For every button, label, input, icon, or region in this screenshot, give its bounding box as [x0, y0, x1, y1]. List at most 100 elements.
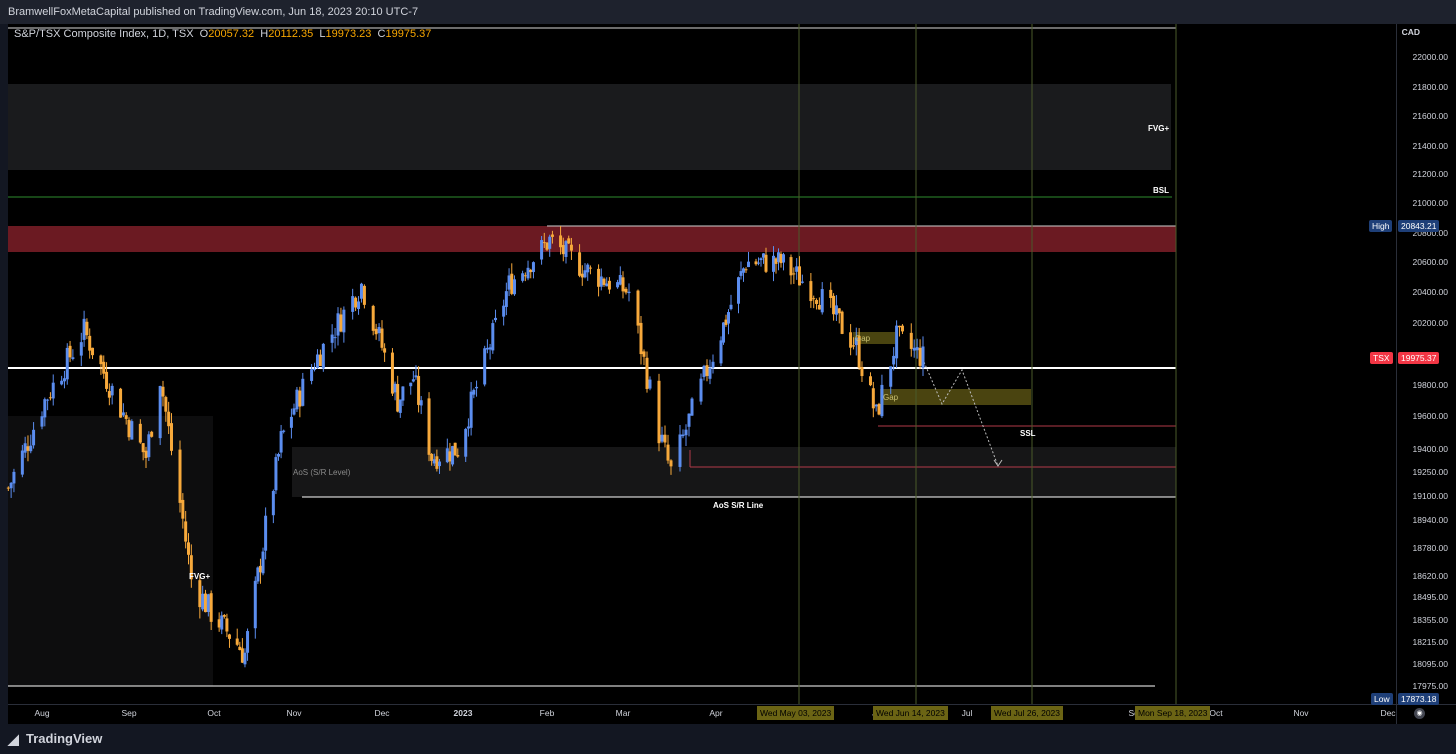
price-tick-label: 22000.00 — [1412, 52, 1448, 62]
price-tick-label: 20800.00 — [1412, 228, 1448, 238]
projection-path — [923, 361, 999, 467]
candle-body — [708, 367, 712, 379]
candle-body — [238, 646, 242, 651]
candle-body — [494, 317, 498, 321]
candle-body — [754, 261, 758, 265]
candle-body — [393, 383, 397, 393]
candle-body — [48, 397, 52, 399]
candle-body — [105, 371, 109, 389]
low-value-badge: 17873.18 — [1398, 693, 1440, 705]
candle-body — [26, 446, 30, 451]
candle-body — [874, 404, 878, 407]
candle-body — [448, 451, 452, 462]
legend-open: 20057.32 — [208, 28, 255, 40]
price-axis[interactable] — [1396, 24, 1456, 704]
candle-body — [398, 399, 402, 413]
candle-body — [380, 328, 384, 348]
candle-body — [690, 398, 694, 416]
candle-body — [512, 279, 516, 295]
price-tick-label: 20200.00 — [1412, 318, 1448, 328]
candle-body — [702, 365, 706, 378]
price-tick-label: 21400.00 — [1412, 141, 1448, 151]
candle-body — [217, 619, 221, 628]
candle-body — [777, 252, 780, 262]
candle-body — [559, 235, 563, 248]
candle-body — [187, 542, 190, 555]
aos-level-label: AoS (S/R Level) — [293, 468, 351, 477]
price-tick-label: 21600.00 — [1412, 111, 1448, 121]
time-tick-label: Aug — [34, 708, 50, 718]
candle-body — [124, 415, 128, 419]
candle-body — [85, 321, 89, 336]
low-label-badge: Low — [1371, 693, 1393, 705]
candle-body — [744, 269, 748, 271]
time-tick-label: Dec — [1380, 708, 1396, 718]
candle-body — [550, 234, 554, 237]
candle-body — [857, 336, 861, 368]
candle-body — [526, 267, 530, 279]
candle-body — [377, 327, 381, 334]
candle-body — [432, 459, 436, 464]
candle-body — [301, 378, 305, 406]
candle-body — [437, 461, 441, 467]
candle-body — [167, 411, 171, 427]
price-tick-label: 19600.00 — [1412, 411, 1448, 421]
candle-body — [889, 366, 893, 387]
candle-body — [184, 521, 188, 542]
legend-open-label: O — [199, 28, 209, 40]
candle-body — [170, 423, 173, 451]
price-tick-label: 18355.00 — [1412, 615, 1448, 625]
time-tick-label: Sep — [121, 708, 137, 718]
candle-body — [29, 445, 33, 452]
candle-body — [295, 389, 299, 410]
candle-body — [261, 551, 265, 574]
candle-body — [121, 412, 125, 416]
candle-body — [586, 264, 590, 273]
candle-body — [147, 434, 151, 458]
candle-body — [161, 386, 165, 397]
candle-body — [669, 460, 673, 467]
candle-body — [91, 347, 95, 356]
candle-body — [417, 376, 421, 405]
gap-lower-label: Gap — [883, 393, 899, 402]
candle-body — [158, 386, 162, 439]
candle-body — [711, 361, 715, 368]
ssl-label: SSL — [1020, 429, 1036, 438]
candle-body — [164, 397, 168, 412]
candle-body — [782, 254, 785, 263]
gap-upper-zone — [853, 332, 895, 344]
candle-body — [456, 455, 460, 457]
candle-body — [774, 258, 778, 264]
candle-body — [540, 240, 544, 260]
candle-body — [298, 390, 302, 407]
candle-body — [742, 268, 745, 273]
time-tick-label: Nov — [286, 708, 302, 718]
supply-zone — [8, 226, 1176, 252]
legend-high: 20112.35 — [268, 28, 314, 40]
candle-body — [204, 593, 207, 613]
candle-body — [757, 262, 760, 264]
candle-body — [150, 431, 154, 437]
candle-body — [336, 313, 340, 336]
candle-body — [569, 244, 573, 251]
candle-body — [469, 391, 473, 428]
candle-body — [464, 428, 468, 457]
candle-body — [792, 273, 796, 275]
camera-icon[interactable]: ◉ — [1414, 708, 1425, 719]
legend-close-label: C — [377, 28, 386, 40]
date-tag-may: Wed May 03, 2023 — [757, 706, 835, 720]
candle-body — [430, 454, 434, 461]
candle-body — [724, 319, 728, 325]
candle-body — [602, 278, 606, 285]
aos-zone — [292, 447, 1176, 497]
candle-body — [523, 275, 527, 277]
candle-body — [502, 305, 506, 317]
candle-body — [687, 413, 691, 427]
candle-body — [895, 325, 899, 359]
legend-high-label: H — [260, 28, 269, 40]
candle-body — [453, 442, 457, 456]
candle-body — [739, 271, 743, 276]
candle-body — [764, 254, 768, 272]
price-tick-label: 18215.00 — [1412, 637, 1448, 647]
